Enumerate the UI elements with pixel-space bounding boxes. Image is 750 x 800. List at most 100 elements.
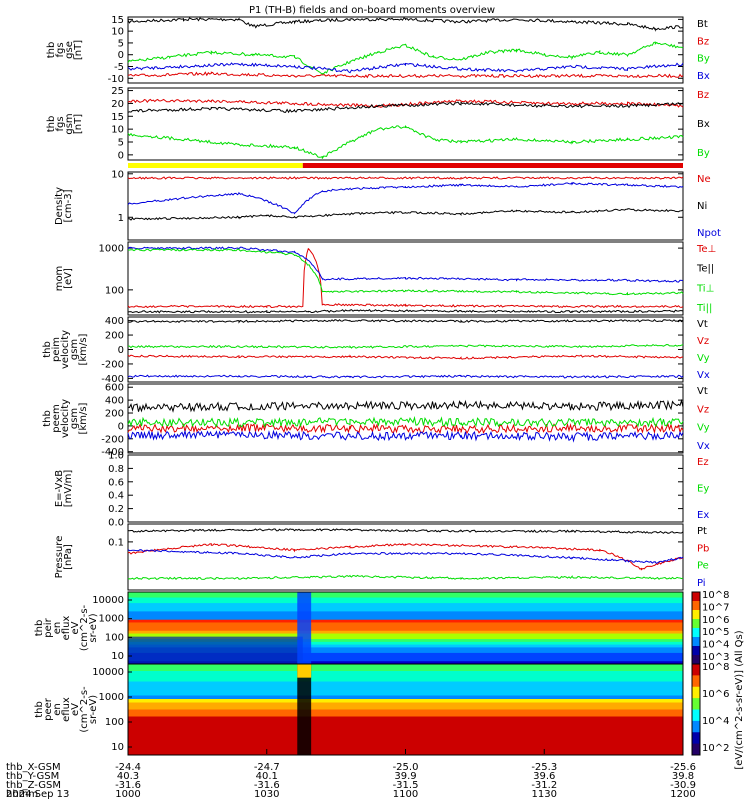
- ytick-label: 10000: [92, 667, 124, 678]
- series-Vy: [127, 415, 684, 428]
- panel-ylabel: Pressure[nPa]: [54, 536, 74, 579]
- panel-ylabel: thbpeirenefluxeV(cm^2-s-sr-eV): [34, 604, 99, 651]
- panels: thbfgsgse[nT]151050-5-10BtBzByBxthbfgsgs…: [34, 15, 745, 770]
- ytick-label: 1000: [99, 244, 124, 255]
- xtick-label: 39.6: [533, 771, 555, 782]
- ytick-label: 0.4: [108, 491, 124, 502]
- xtick-label: -30.9: [670, 780, 696, 791]
- legend-entry: Vx: [697, 441, 710, 452]
- panel-density: Density[cm-3] 10 1 Ne Ni Npot: [54, 169, 721, 241]
- legend-entry: Te⊥: [696, 244, 716, 255]
- ytick-label: 5: [118, 38, 124, 49]
- colorbar-tick: 10^3: [702, 652, 729, 663]
- legend-entry: Vy: [697, 423, 710, 434]
- ytick-label: -200: [101, 434, 124, 445]
- legend-entry: Bz: [697, 36, 709, 47]
- ytick-label: 10: [111, 742, 124, 753]
- panel-ylabel: Density[cm-3]: [54, 187, 74, 225]
- series-Ni: [127, 208, 684, 221]
- legend-entry: Bt: [697, 19, 708, 30]
- ytick-label: 10: [111, 27, 124, 38]
- panel-efield: E=-VxB[mV/m] 1.0 0.8 0.6 0.4 0.2 0.0 Ez Ey Ex: [54, 451, 709, 529]
- legend-entry: Ex: [697, 510, 709, 521]
- legend-entry: Ti⊥: [696, 283, 714, 294]
- xtick-label: 1130: [532, 789, 557, 800]
- colorbar-tick: 10^7: [702, 602, 729, 613]
- legend-entry: By: [697, 54, 710, 65]
- series-Ti||: [128, 248, 684, 296]
- colorbar-tick: 10^5: [702, 627, 729, 638]
- xaxis-row-label: hhmm: [6, 789, 38, 800]
- x-axis-labels: thb_X-GSM -24.4 -24.7 -25.0 -25.3 -25.6 thb_Y-…: [6, 749, 696, 800]
- colorbar-tick: 10^6: [702, 689, 729, 700]
- panel-ylabel: thbfgsgse[nT]: [46, 40, 84, 60]
- xtick-label: -31.2: [531, 780, 557, 791]
- colorbar: 10^8 10^6 10^4 10^2: [691, 662, 729, 756]
- ytick-label: 20: [111, 99, 124, 110]
- xtick-label: 1100: [393, 789, 418, 800]
- xtick-label: 1000: [115, 789, 140, 800]
- panel-fgs-gsm: thbfgsgsm[nT] 25 20 15 10 50 Bz Bx By: [46, 86, 710, 161]
- legend-entry: Pt: [697, 526, 707, 537]
- panel-ylabel: thbfgsgsm[nT]: [46, 113, 84, 134]
- ytick-label: -10: [108, 74, 124, 85]
- legend-entry: By: [697, 148, 710, 159]
- colorbar-tick: 10^8: [702, 590, 729, 601]
- xaxis-row-label: thb_Y-GSM: [6, 771, 59, 782]
- legend-entry: Ni: [697, 201, 707, 212]
- legend-entry: Ti||: [696, 303, 712, 314]
- legend-entry: Bx: [697, 71, 710, 82]
- series-By: [127, 124, 684, 159]
- panel-ylabel: E=-VxB[mV/m]: [54, 470, 74, 508]
- series-Vt: [127, 398, 684, 413]
- ytick-label: 10: [111, 125, 124, 136]
- ytick-label: 400: [105, 396, 124, 407]
- panel-temperature: mom[eV] 1000 100 Te⊥ Te|| Ti⊥ Ti||: [54, 241, 716, 316]
- legend-entry: Pi: [697, 578, 706, 589]
- xtick-label: 39.9: [394, 771, 416, 782]
- xtick-label: -25.3: [531, 762, 557, 773]
- ytick-label: 15: [111, 112, 124, 123]
- legend-entry: Ez: [697, 457, 709, 468]
- legend-entry: Vt: [697, 319, 708, 330]
- ytick-label: 0: [118, 150, 124, 161]
- series-Pt: [127, 528, 684, 534]
- legend-entry: Vy: [697, 353, 710, 364]
- colorbar-label: [eV/(cm^2-s-sr-eV)] (All Qs): [734, 630, 745, 769]
- ytick-label: 200: [105, 331, 124, 342]
- xtick-label: 40.1: [256, 771, 278, 782]
- legend-entry: Bz: [697, 90, 709, 101]
- panel-frame: [127, 523, 684, 591]
- ytick-label: -200: [101, 359, 124, 370]
- series-Vy: [127, 343, 684, 349]
- xtick-label: -25.6: [670, 762, 696, 773]
- panel-ylabel: thbpeimvelocitygsm[km/s]: [42, 330, 89, 369]
- panel-frame: [127, 241, 684, 316]
- mode-bar-slow: [128, 163, 303, 168]
- series-Te⊥: [127, 248, 684, 309]
- ytick-label: 10: [111, 651, 124, 662]
- legend-entry: Ey: [697, 484, 709, 495]
- series-Vx: [127, 429, 684, 443]
- legend-entry: Vx: [697, 370, 710, 381]
- ytick-label: 0.2: [108, 504, 124, 515]
- panel-frame: [127, 87, 684, 161]
- ytick-label: 0.8: [108, 464, 124, 475]
- legend-entry: Vz: [697, 336, 709, 347]
- panel-ylabel: mom[eV]: [54, 266, 74, 292]
- series-Vz: [127, 422, 684, 435]
- ytick-label: 100: [105, 285, 124, 296]
- ytick-label: 100: [105, 717, 124, 728]
- legend-entry: Bx: [697, 119, 710, 130]
- panel-frame: [127, 316, 684, 383]
- series-Bx: [127, 62, 684, 74]
- ytick-label: -400: [101, 447, 124, 458]
- series-Ne: [127, 176, 684, 180]
- ytick-label: 0.6: [108, 477, 124, 488]
- series-Vz: [127, 354, 684, 360]
- ytick-label: 1.0: [108, 451, 124, 462]
- series-Vt: [127, 318, 684, 324]
- xtick-label: 1030: [254, 789, 279, 800]
- xaxis-row-label: thb_Z-GSM: [6, 780, 61, 791]
